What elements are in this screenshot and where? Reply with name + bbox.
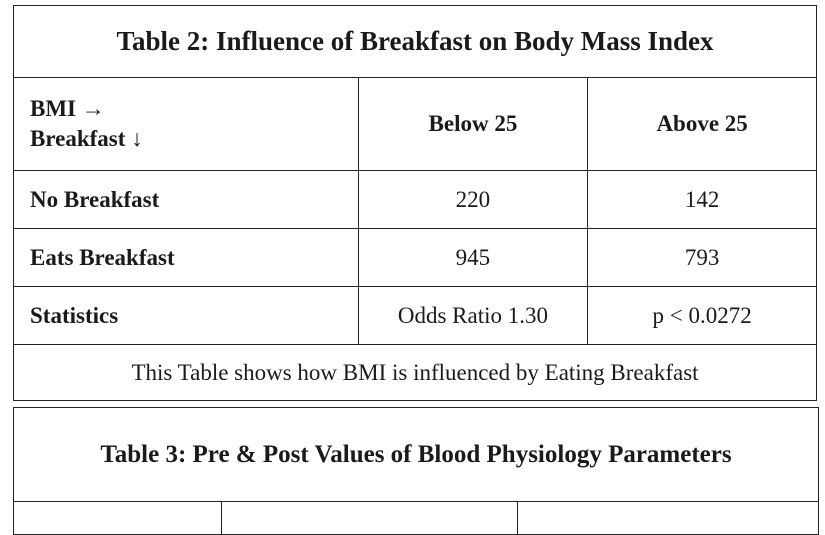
row-label: No Breakfast xyxy=(13,170,359,229)
row-label: Statistics xyxy=(13,286,359,345)
table-cell: 142 xyxy=(587,170,817,229)
table-cell xyxy=(13,501,222,535)
table-2-header-row: BMI → Breakfast ↓ Below 25 Above 25 xyxy=(13,77,817,171)
table-row: No Breakfast 220 142 xyxy=(13,170,817,229)
table-2: Table 2: Influence of Breakfast on Body … xyxy=(13,5,817,401)
table-cell xyxy=(517,501,819,535)
corner-header-line1: BMI → xyxy=(30,96,105,121)
corner-header: BMI → Breakfast ↓ xyxy=(13,77,359,171)
table-cell: 945 xyxy=(357,228,589,287)
table-row: Eats Breakfast 945 793 xyxy=(13,228,817,287)
table-2-caption: This Table shows how BMI is influenced b… xyxy=(13,344,817,401)
table-cell: 220 xyxy=(357,170,589,229)
table-cell: Odds Ratio 1.30 xyxy=(357,286,589,345)
table-2-title: Table 2: Influence of Breakfast on Body … xyxy=(13,5,817,78)
column-header-below-25: Below 25 xyxy=(357,77,589,171)
corner-header-line2: Breakfast ↓ xyxy=(30,126,143,151)
table-cell: p < 0.0272 xyxy=(587,286,817,345)
row-label: Eats Breakfast xyxy=(13,228,359,287)
table-cell xyxy=(220,501,519,535)
table-3-header-row xyxy=(13,501,819,535)
column-header-above-25: Above 25 xyxy=(587,77,817,171)
table-cell: 793 xyxy=(587,228,817,287)
table-row: Statistics Odds Ratio 1.30 p < 0.0272 xyxy=(13,286,817,345)
table-3-title: Table 3: Pre & Post Values of Blood Phys… xyxy=(13,407,819,502)
table-3: Table 3: Pre & Post Values of Blood Phys… xyxy=(13,407,819,535)
